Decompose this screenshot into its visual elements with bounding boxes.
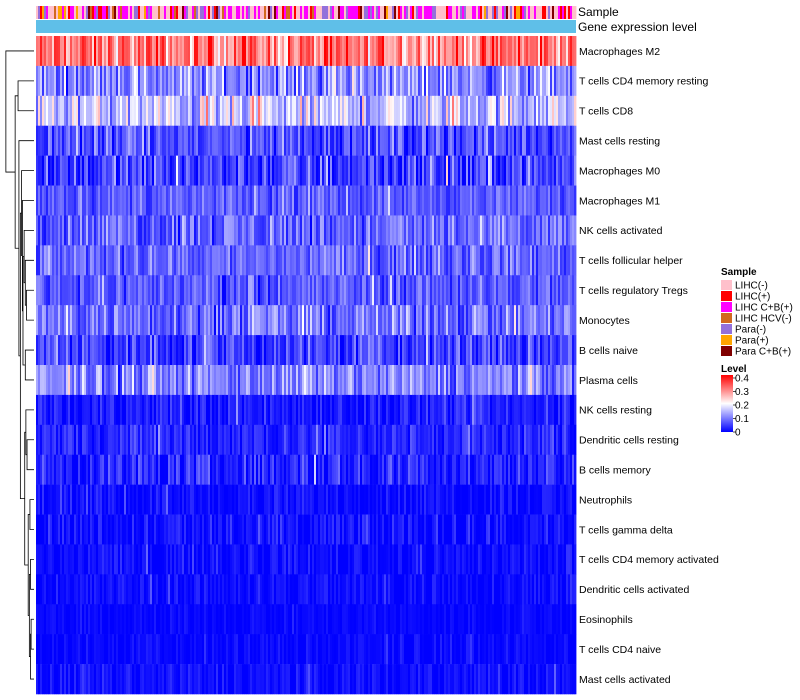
- heatmap-cell: [574, 485, 576, 515]
- heatmap-cell: [574, 365, 576, 395]
- gene-expression-track: [36, 20, 576, 33]
- dendrogram-branch: [31, 619, 34, 649]
- heatmap-cell: [574, 395, 576, 425]
- heatmap-row: [36, 365, 576, 395]
- heatmap-cell: [574, 455, 576, 485]
- heatmap-row: [36, 544, 576, 574]
- sample-track-cell: [574, 6, 576, 19]
- dendrogram-branch: [30, 500, 34, 530]
- heatmap-row: [36, 425, 576, 455]
- dendrogram-branch: [15, 96, 19, 248]
- heatmap-cell: [574, 66, 576, 96]
- annotation-tracks: [36, 6, 576, 33]
- row-dendrogram: [6, 51, 34, 679]
- heatmap-row: [36, 186, 576, 216]
- heatmap-row: [36, 96, 576, 126]
- dendrogram-branch: [27, 440, 34, 470]
- dendrogram-branch: [26, 290, 34, 320]
- heatmap-cell: [574, 275, 576, 305]
- heatmap-cell: [574, 126, 576, 156]
- heatmap-cell: [574, 96, 576, 126]
- dendrogram-branch: [18, 81, 34, 111]
- heatmap-row: [36, 245, 576, 275]
- dendrogram-branch: [31, 559, 34, 589]
- heatmap-cell: [574, 186, 576, 216]
- dendrogram-branch: [22, 171, 34, 256]
- heatmap-cells: [36, 36, 576, 694]
- heatmap-row: [36, 335, 576, 365]
- heatmap-cell: [574, 36, 576, 66]
- heatmap-row: [36, 455, 576, 485]
- heatmap-row: [36, 126, 576, 156]
- heatmap-cell: [574, 305, 576, 335]
- heatmap-cell: [574, 425, 576, 455]
- heatmap-chart: Macrophages M2T cells CD4 memory resting…: [0, 0, 800, 700]
- dendrogram-branch: [25, 432, 28, 565]
- heatmap-row: [36, 66, 576, 96]
- heatmap-cell: [574, 515, 576, 545]
- heatmap-row: [36, 395, 576, 425]
- heatmap-cell: [574, 215, 576, 245]
- heatmap-row: [36, 305, 576, 335]
- heatmap-row: [36, 215, 576, 245]
- dendrogram-branch: [25, 350, 34, 380]
- heatmap-row: [36, 275, 576, 305]
- heatmap-row: [36, 485, 576, 515]
- dendrogram-branch: [6, 51, 34, 172]
- heatmap-row: [36, 156, 576, 186]
- heatmap-cell: [574, 156, 576, 186]
- heatmap-row: [36, 36, 576, 66]
- heatmap-row: [36, 515, 576, 545]
- heatmap-cell: [574, 245, 576, 275]
- heatmap-cell: [574, 335, 576, 365]
